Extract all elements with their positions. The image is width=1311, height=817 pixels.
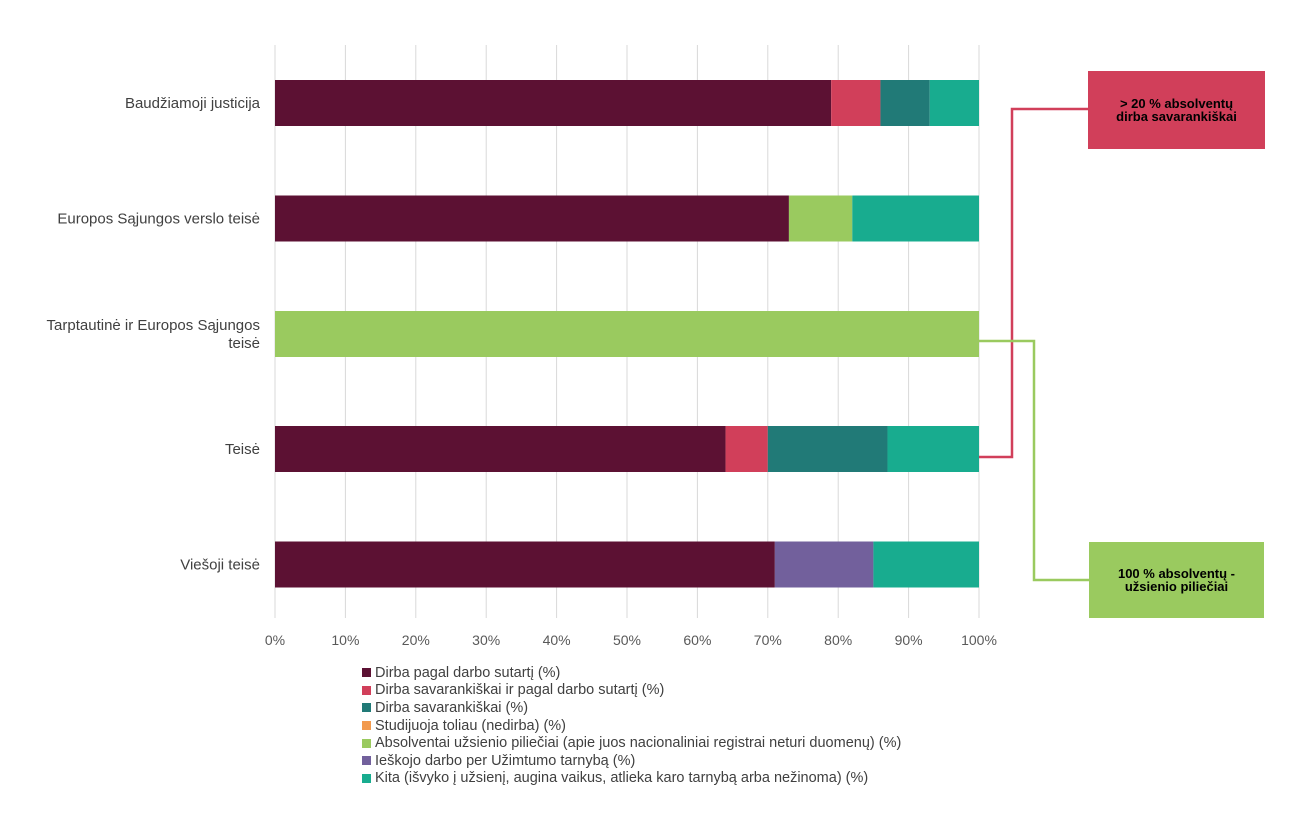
callout-foreign-citizens-line-1: 100 % absolventų - (1117, 566, 1236, 581)
callout-foreign-citizens-line-2: užsienio piliečiai (1124, 579, 1229, 594)
x-tick-label: 60% (683, 632, 711, 648)
legend-label: Dirba pagal darbo sutartį (%) (375, 664, 561, 681)
callout-self-employed-line-1: > 20 % absolventų (1119, 96, 1234, 111)
legend-label: Absolventai užsienio piliečiai (apie juo… (375, 735, 902, 752)
category-label: teisė (228, 335, 260, 352)
callout-foreign-citizens: 100 % absolventų - užsienio piliečiai (1089, 542, 1264, 618)
callout-connectors (979, 107, 1089, 582)
bar-segment-europos-sajungos-verslo-teise-s6 (852, 195, 979, 242)
legend-item: Dirba pagal darbo sutartį (%) (362, 664, 901, 682)
bar-segment-viesoji-teise-s0 (275, 541, 775, 588)
bar-segment-teise-s0 (275, 426, 726, 472)
callout-self-employed-line-2: dirba savarankiškai (1116, 109, 1237, 124)
bar-segment-baudziamoji-justicija-s1 (831, 80, 881, 126)
legend-swatch (362, 756, 371, 766)
category-label: Teisė (225, 441, 260, 458)
legend-swatch (362, 703, 371, 713)
bar-segment-teise-s1 (725, 426, 768, 472)
bar-segment-teise-s2 (767, 426, 888, 472)
legend-label: Dirba savarankiškai (%) (375, 699, 529, 716)
legend-item: Studijuoja toliau (nedirba) (%) (362, 717, 901, 735)
connector-foreign-citizens (979, 339, 1089, 582)
category-label: Europos Sąjungos verslo teisė (57, 211, 260, 228)
x-tick-label: 30% (472, 632, 500, 648)
category-label: Tarptautinė ir Europos Sąjungos (47, 317, 260, 334)
x-axis-tick-labels: 0% 10% 20% 30% 40% 50% 60% 70% 80% 90% 100% (265, 632, 997, 648)
bar-segment-tarptautine-ir-europos-sajungos-teise-s4 (275, 311, 979, 357)
category-label: Baudžiamoji justicija (125, 95, 261, 112)
bar-segment-baudziamoji-justicija-s0 (275, 80, 832, 126)
connector-self-employed (979, 107, 1088, 459)
legend: Dirba pagal darbo sutartį (%) Dirba savar… (362, 664, 901, 787)
legend-item: Dirba savarankiškai ir pagal darbo sutar… (362, 682, 901, 700)
bar-segment-viesoji-teise-s6 (873, 541, 979, 588)
legend-item: Ieškojo darbo per Užimtumo tarnybą (%) (362, 752, 901, 770)
bars (275, 80, 979, 588)
x-tick-label: 100% (961, 632, 997, 648)
x-tick-label: 50% (613, 632, 641, 648)
x-tick-label: 70% (754, 632, 782, 648)
x-tick-label: 90% (895, 632, 923, 648)
legend-swatch (362, 685, 371, 695)
legend-item: Kita (išvyko į užsienį, augina vaikus, a… (362, 770, 901, 788)
bar-segment-europos-sajungos-verslo-teise-s4 (788, 195, 853, 242)
legend-swatch (362, 773, 371, 783)
legend-label: Studijuoja toliau (nedirba) (%) (375, 717, 567, 734)
bar-segment-baudziamoji-justicija-s2 (880, 80, 930, 126)
x-tick-label: 0% (265, 632, 285, 648)
legend-label: Kita (išvyko į užsienį, augina vaikus, a… (375, 770, 869, 787)
x-tick-label: 40% (543, 632, 571, 648)
bar-segment-viesoji-teise-s5 (774, 541, 874, 588)
bar-segment-europos-sajungos-verslo-teise-s0 (275, 195, 789, 242)
legend-item: Dirba savarankiškai (%) (362, 699, 901, 717)
callout-self-employed: > 20 % absolventų dirba savarankiškai (1088, 71, 1265, 149)
legend-swatch (362, 721, 371, 731)
x-tick-label: 80% (824, 632, 852, 648)
bar-segment-baudziamoji-justicija-s6 (929, 80, 979, 126)
x-tick-label: 10% (331, 632, 359, 648)
legend-label: Ieškojo darbo per Užimtumo tarnybą (%) (375, 752, 636, 769)
legend-item: Absolventai užsienio piliečiai (apie juo… (362, 734, 901, 752)
legend-swatch (362, 668, 371, 678)
legend-label: Dirba savarankiškai ir pagal darbo sutar… (375, 682, 665, 699)
category-label: Viešoji teisė (180, 557, 260, 574)
bar-segment-teise-s6 (887, 426, 979, 472)
legend-swatch (362, 738, 371, 748)
category-labels: Baudžiamoji justicija Europos Sąjungos ve… (47, 95, 261, 574)
x-tick-label: 20% (402, 632, 430, 648)
